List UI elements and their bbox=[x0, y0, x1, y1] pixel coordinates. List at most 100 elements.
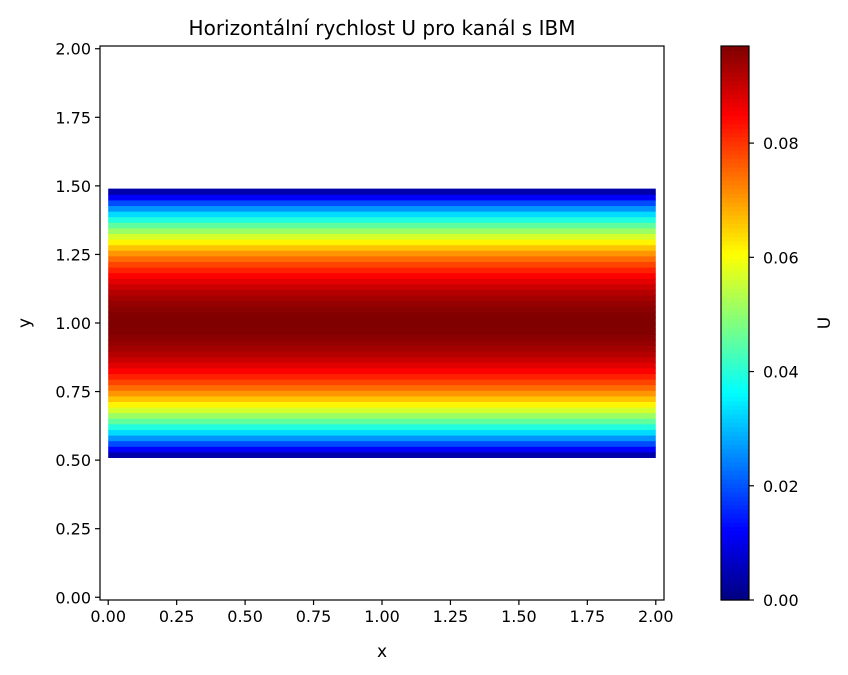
colorbar-segment bbox=[721, 136, 749, 142]
heatmap-band bbox=[108, 434, 656, 442]
y-tick-label: 0.25 bbox=[55, 520, 91, 539]
colorbar-ticks: 0.00 0.02 0.04 0.06 0.08 bbox=[749, 134, 799, 610]
y-tick-label: 2.00 bbox=[55, 40, 91, 59]
colorbar-segment bbox=[721, 457, 749, 463]
colorbar-segment bbox=[721, 422, 749, 428]
colorbar-segment bbox=[721, 158, 749, 164]
colorbar-tick-label: 0.02 bbox=[763, 477, 799, 496]
colorbar-segment bbox=[721, 504, 749, 510]
colorbar-segment bbox=[721, 258, 749, 264]
colorbar-segment bbox=[721, 331, 749, 337]
colorbar-segment bbox=[721, 491, 749, 497]
colorbar-segment bbox=[721, 465, 749, 471]
colorbar-segment bbox=[721, 76, 749, 82]
heatmap-band bbox=[108, 227, 656, 235]
colorbar-segment bbox=[721, 171, 749, 177]
colorbar-segment bbox=[721, 275, 749, 281]
x-axis-label: x bbox=[377, 642, 387, 662]
colorbar-segment bbox=[721, 67, 749, 73]
x-tick-label: 1.75 bbox=[570, 607, 606, 626]
heatmap-band bbox=[108, 311, 656, 318]
plot-area bbox=[99, 45, 665, 601]
colorbar-segment bbox=[721, 141, 749, 147]
colorbar-segment bbox=[721, 361, 749, 367]
x-tick-label: 1.50 bbox=[501, 607, 537, 626]
colorbar-segment bbox=[721, 292, 749, 298]
y-tick-label: 0.75 bbox=[55, 383, 91, 402]
colorbar-segment bbox=[721, 535, 749, 541]
heatmap-band bbox=[108, 222, 656, 229]
colorbar-segment bbox=[721, 310, 749, 315]
heatmap-band bbox=[108, 367, 656, 374]
colorbar-segment bbox=[721, 569, 749, 575]
heatmap-band bbox=[108, 356, 656, 363]
colorbar-segment bbox=[721, 149, 749, 155]
heatmap-band bbox=[108, 440, 656, 447]
colorbar-segment bbox=[721, 513, 749, 519]
colorbar-segment bbox=[721, 483, 749, 489]
colorbar-segment bbox=[721, 578, 749, 584]
heatmap-band bbox=[108, 216, 656, 223]
colorbar-segment bbox=[721, 193, 749, 199]
heatmap-band bbox=[108, 418, 656, 425]
colorbar-segment bbox=[721, 517, 749, 523]
colorbar-segment bbox=[721, 561, 749, 566]
colorbar-segment bbox=[721, 50, 749, 56]
colorbar-frame bbox=[720, 45, 750, 601]
heatmap-band bbox=[108, 339, 656, 346]
heatmap-band bbox=[108, 429, 656, 436]
colorbar-segment bbox=[721, 496, 749, 502]
heatmap-band bbox=[108, 233, 656, 240]
colorbar-segment bbox=[721, 214, 749, 220]
colorbar-segment bbox=[721, 387, 749, 393]
heatmap-band bbox=[108, 378, 656, 386]
heatmap-band bbox=[108, 334, 656, 341]
x-tick-label: 1.00 bbox=[364, 607, 400, 626]
y-tick-label: 1.75 bbox=[55, 108, 91, 127]
heatmap-band bbox=[108, 323, 656, 330]
colorbar-segment bbox=[721, 396, 749, 402]
colorbar-segment bbox=[721, 245, 749, 251]
colorbar-segment bbox=[721, 413, 749, 419]
colorbar-segment bbox=[721, 305, 749, 311]
heatmap-band bbox=[108, 412, 656, 419]
colorbar-segment bbox=[721, 474, 749, 480]
x-tick-label: 0.50 bbox=[227, 607, 263, 626]
colorbar-segment bbox=[721, 509, 749, 515]
colorbar-segment bbox=[721, 197, 749, 203]
colorbar-segment bbox=[721, 405, 749, 411]
colorbar: 0.00 0.02 0.04 0.06 0.08 U bbox=[720, 45, 835, 610]
heatmap-band bbox=[108, 289, 656, 296]
colorbar-segment bbox=[721, 232, 749, 238]
heatmap-band bbox=[108, 188, 656, 195]
y-tick-label: 1.00 bbox=[55, 314, 91, 333]
heatmap-band bbox=[108, 283, 656, 290]
heatmap-band bbox=[108, 345, 656, 352]
colorbar-segment bbox=[721, 297, 749, 302]
colorbar-segment bbox=[721, 418, 749, 424]
colorbar-segment bbox=[721, 448, 749, 454]
colorbar-segment bbox=[721, 582, 749, 588]
heatmap-band bbox=[108, 261, 656, 268]
colorbar-segment bbox=[721, 353, 749, 359]
colorbar-segment bbox=[721, 574, 749, 579]
heatmap-band bbox=[108, 250, 656, 257]
colorbar-tick-label: 0.04 bbox=[763, 363, 799, 382]
colorbar-segment bbox=[721, 184, 749, 190]
heatmap-band bbox=[108, 406, 656, 414]
colorbar-segment bbox=[721, 522, 749, 528]
x-tick-label: 1.25 bbox=[433, 607, 469, 626]
heatmap-band bbox=[108, 211, 656, 218]
colorbar-tick-label: 0.08 bbox=[763, 134, 799, 153]
colorbar-segment bbox=[721, 595, 749, 601]
colorbar-segment bbox=[721, 288, 749, 294]
heatmap-band bbox=[108, 451, 656, 458]
colorbar-segment bbox=[721, 71, 749, 77]
colorbar-segment bbox=[721, 431, 749, 437]
colorbar-segment bbox=[721, 110, 749, 116]
colorbar-segment bbox=[721, 370, 749, 376]
colorbar-segment bbox=[721, 478, 749, 484]
colorbar-segment bbox=[721, 340, 749, 346]
colorbar-segment bbox=[721, 392, 749, 398]
